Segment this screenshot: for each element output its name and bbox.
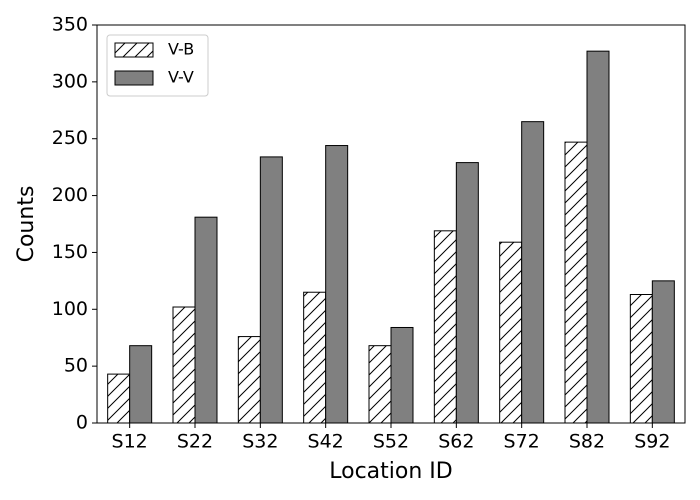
x-tick-label: S62: [438, 431, 474, 453]
bar: [390, 326, 414, 424]
bar: [172, 306, 196, 424]
bar: [433, 230, 457, 424]
y-tick-label: 250: [52, 127, 88, 149]
bar: [629, 294, 653, 424]
x-tick-label: S22: [177, 431, 213, 453]
bar: [325, 145, 349, 424]
bar: [259, 156, 283, 424]
bar: [499, 241, 523, 424]
bar: [368, 345, 392, 424]
legend-label: V-B: [168, 40, 194, 59]
x-axis-label: Location ID: [329, 459, 452, 484]
y-tick-label: 0: [76, 412, 88, 434]
bar: [521, 121, 545, 424]
x-tick-label: S52: [373, 431, 409, 453]
y-tick-label: 50: [64, 355, 88, 377]
legend-swatch: [114, 70, 154, 86]
bar: [107, 373, 131, 424]
legend-label: V-V: [168, 68, 194, 87]
legend-swatch: [114, 42, 154, 58]
bar: [129, 345, 153, 424]
bar: [237, 336, 261, 424]
bar: [194, 216, 218, 424]
x-tick-label: S82: [569, 431, 605, 453]
y-tick-label: 300: [52, 70, 88, 92]
y-tick-label: 200: [52, 184, 88, 206]
y-tick-label: 150: [52, 241, 88, 263]
x-tick-label: S92: [634, 431, 670, 453]
bar: [455, 162, 479, 424]
y-axis-label: Counts: [14, 186, 39, 263]
bar: [564, 141, 588, 424]
x-tick-label: S42: [308, 431, 344, 453]
y-tick-label: 350: [52, 14, 88, 36]
x-tick-label: S72: [504, 431, 540, 453]
bar: [303, 291, 327, 424]
y-tick-label: 100: [52, 298, 88, 320]
plot-frame: [96, 24, 686, 424]
bar: [651, 280, 675, 424]
x-tick-label: S12: [112, 431, 148, 453]
bar: [586, 50, 610, 424]
x-tick-label: S32: [242, 431, 278, 453]
